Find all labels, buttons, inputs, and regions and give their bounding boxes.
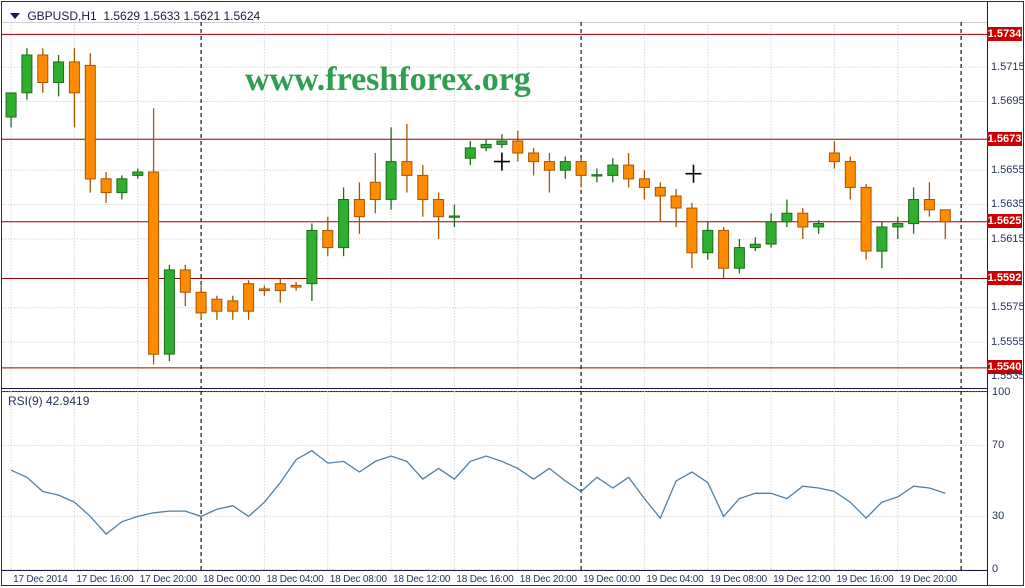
svg-text:RSI(9) 42.9419: RSI(9) 42.9419	[8, 394, 90, 408]
